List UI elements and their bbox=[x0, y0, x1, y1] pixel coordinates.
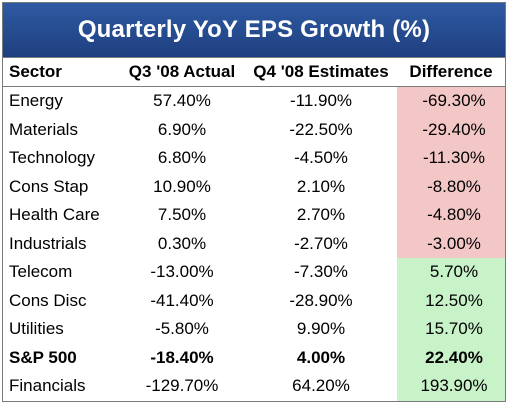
difference-cell: -11.30% bbox=[397, 144, 505, 173]
table-row: Health Care 7.50% 2.70% -4.80% bbox=[3, 201, 505, 230]
table-row: Technology 6.80% -4.50% -11.30% bbox=[3, 144, 505, 173]
table-row: Utilities -5.80% 9.90% 15.70% bbox=[3, 315, 505, 344]
table-row: Cons Stap 10.90% 2.10% -8.80% bbox=[3, 172, 505, 201]
sector-cell: Health Care bbox=[9, 205, 100, 225]
q3-actual-cell: -13.00% bbox=[150, 262, 214, 282]
q3-actual-cell: -5.80% bbox=[155, 319, 209, 339]
sector-cell: Financials bbox=[9, 376, 86, 396]
table-body: Energy 57.40% -11.90% -69.30% Materials 6.90%… bbox=[3, 86, 505, 401]
q3-actual-cell: 7.50% bbox=[157, 205, 207, 225]
q4-estimate-cell: 2.10% bbox=[296, 176, 346, 196]
q4-estimate-cell: -2.70% bbox=[294, 233, 348, 253]
header-q4-estimates: Q4 '08 Estimates bbox=[245, 58, 397, 87]
header-difference: Difference bbox=[397, 58, 505, 87]
table-row: Telecom -13.00% -7.30% 5.70% bbox=[3, 258, 505, 287]
table-title: Quarterly YoY EPS Growth (%) bbox=[77, 16, 431, 43]
q4-estimate-cell: -4.50% bbox=[294, 148, 348, 168]
q4-estimate-cell: -11.90% bbox=[289, 91, 353, 111]
table-row: Industrials 0.30% -2.70% -3.00% bbox=[3, 229, 505, 258]
sector-cell: Utilities bbox=[9, 319, 64, 339]
difference-cell: 5.70% bbox=[397, 258, 505, 287]
q3-actual-cell: -41.40% bbox=[150, 290, 214, 310]
difference-cell: 15.70% bbox=[397, 315, 505, 344]
q3-actual-cell: 0.30% bbox=[157, 233, 207, 253]
sector-cell: Energy bbox=[9, 91, 63, 111]
q4-estimate-cell: -28.90% bbox=[289, 290, 353, 310]
q4-estimate-cell: 4.00% bbox=[296, 347, 346, 367]
q3-actual-cell: 10.90% bbox=[153, 176, 211, 196]
difference-cell: -4.80% bbox=[397, 201, 505, 230]
q4-estimate-cell: 64.20% bbox=[292, 376, 350, 396]
sector-cell: Materials bbox=[9, 119, 78, 139]
difference-cell: -8.80% bbox=[397, 172, 505, 201]
q3-actual-cell: -129.70% bbox=[145, 376, 219, 396]
difference-cell: -3.00% bbox=[397, 229, 505, 258]
q4-estimate-cell: -7.30% bbox=[294, 262, 348, 282]
sector-cell: Industrials bbox=[9, 233, 87, 253]
eps-growth-table: Sector Q3 '08 Actual Q4 '08 Estimates Di… bbox=[3, 58, 505, 401]
q4-estimate-cell: -22.50% bbox=[289, 119, 353, 139]
sector-cell: Technology bbox=[9, 148, 96, 168]
table-row: S&P 500 -18.40% 4.00% 22.40% bbox=[3, 343, 505, 372]
q3-actual-cell: 6.90% bbox=[157, 119, 207, 139]
q4-estimate-cell: 2.70% bbox=[296, 205, 346, 225]
sector-cell: Telecom bbox=[9, 262, 73, 282]
difference-cell: 12.50% bbox=[397, 286, 505, 315]
difference-cell: -69.30% bbox=[397, 86, 505, 116]
table-row: Energy 57.40% -11.90% -69.30% bbox=[3, 86, 505, 116]
sector-cell: Cons Stap bbox=[9, 176, 89, 196]
table-row: Financials -129.70% 64.20% 193.90% bbox=[3, 372, 505, 401]
sector-cell: S&P 500 bbox=[9, 347, 77, 367]
q3-actual-cell: 57.40% bbox=[153, 91, 211, 111]
eps-growth-table-frame: Quarterly YoY EPS Growth (%) Sector Q3 '… bbox=[2, 2, 506, 402]
header-sector: Sector bbox=[3, 58, 119, 87]
sector-cell: Cons Disc bbox=[9, 290, 87, 310]
table-row: Cons Disc -41.40% -28.90% 12.50% bbox=[3, 286, 505, 315]
table-row: Materials 6.90% -22.50% -29.40% bbox=[3, 115, 505, 144]
difference-cell: 193.90% bbox=[397, 372, 505, 401]
header-q3-actual: Q3 '08 Actual bbox=[119, 58, 245, 87]
q3-actual-cell: -18.40% bbox=[150, 347, 214, 367]
header-row: Sector Q3 '08 Actual Q4 '08 Estimates Di… bbox=[3, 58, 505, 87]
difference-cell: 22.40% bbox=[397, 343, 505, 372]
q3-actual-cell: 6.80% bbox=[157, 148, 207, 168]
title-bar: Quarterly YoY EPS Growth (%) bbox=[3, 3, 505, 58]
difference-cell: -29.40% bbox=[397, 115, 505, 144]
q4-estimate-cell: 9.90% bbox=[296, 319, 346, 339]
